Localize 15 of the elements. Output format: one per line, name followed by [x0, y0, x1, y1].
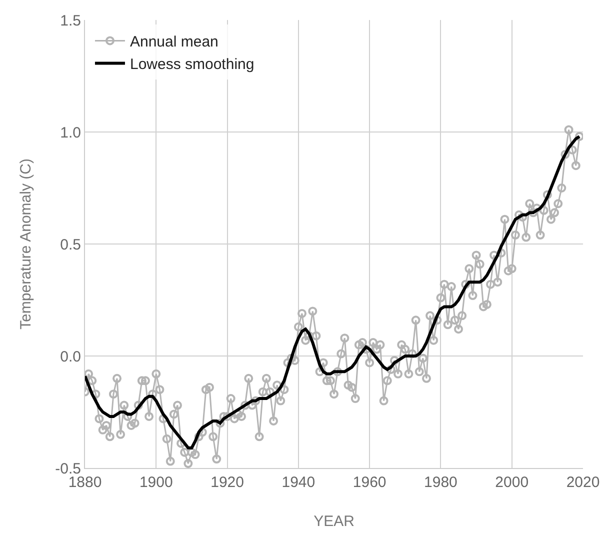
legend-label: Annual mean — [130, 34, 218, 51]
x-tick-label: 1980 — [424, 474, 458, 491]
y-tick-label: 1.5 — [60, 12, 81, 30]
x-tick-label: 1940 — [282, 474, 316, 491]
y-axis-title: Temperature Anomaly (C) — [17, 158, 34, 330]
x-tick-label: 1900 — [139, 474, 173, 491]
x-tick-label: 1920 — [210, 474, 244, 491]
legend-label: Lowess smoothing — [130, 56, 254, 74]
x-tick-label: 2000 — [495, 474, 529, 491]
x-axis-title: YEAR — [314, 513, 355, 530]
y-tick-label: 1.0 — [60, 124, 81, 142]
x-tick-label: 1960 — [352, 474, 386, 491]
y-tick-label: 0.0 — [60, 348, 81, 366]
x-tick-label: 2020 — [566, 474, 600, 491]
y-tick-label: 0.5 — [60, 236, 81, 254]
